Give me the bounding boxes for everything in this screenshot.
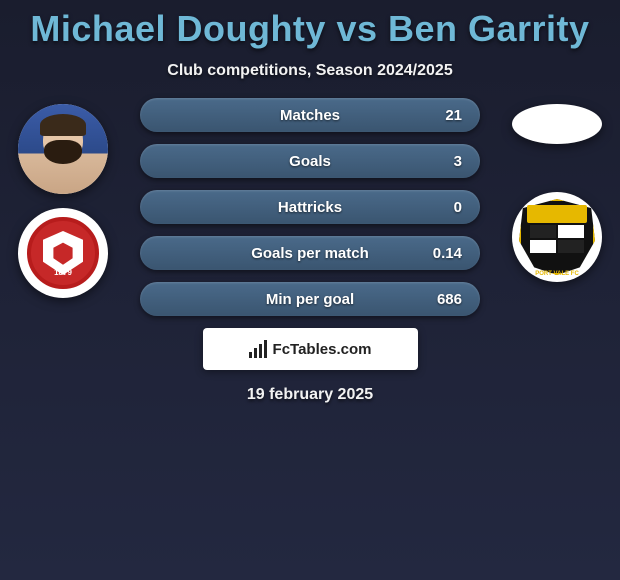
stat-value: 0 [422,199,462,216]
left-player-column: 1879 [0,98,120,298]
stat-bar-min-per-goal: Min per goal 686 [140,282,480,316]
portvale-badge-icon: PORT VALE FC [519,199,595,275]
swindon-badge-year: 1879 [54,268,72,277]
bar-chart-icon [249,340,267,358]
player-beard-icon [44,140,82,164]
portvale-top-bar-icon [527,205,588,223]
infographic-container: Michael Doughty vs Ben Garrity Club comp… [0,0,620,580]
date-text: 19 february 2025 [247,386,373,404]
stat-label: Goals per match [198,245,422,262]
player-face-icon [18,104,108,194]
stat-bar-goals-per-match: Goals per match 0.14 [140,236,480,270]
stat-label: Matches [198,107,422,124]
stat-bar-goals: Goals 3 [140,144,480,178]
portvale-cell-icon [558,225,584,238]
stat-value: 21 [422,107,462,124]
stat-value: 0.14 [422,245,462,262]
stat-bar-hattricks: Hattricks 0 [140,190,480,224]
swindon-badge-icon: 1879 [27,217,99,289]
left-player-avatar [18,104,108,194]
portvale-banner-text: PORT VALE FC [519,271,595,277]
left-club-badge: 1879 [18,208,108,298]
stat-label: Goals [198,153,422,170]
watermark-text: FcTables.com [273,341,372,358]
portvale-cell-icon [558,240,584,253]
portvale-grid-icon [530,225,585,253]
right-player-column: PORT VALE FC [500,98,620,282]
page-title: Michael Doughty vs Ben Garrity [30,8,589,50]
stat-value: 3 [422,153,462,170]
stats-column: Matches 21 Goals 3 Hattricks 0 Goals per… [120,98,500,316]
portvale-cell-icon [530,240,556,253]
subtitle: Club competitions, Season 2024/2025 [167,62,452,80]
stat-label: Min per goal [198,291,422,308]
portvale-cell-icon [530,225,556,238]
stat-bar-matches: Matches 21 [140,98,480,132]
watermark: FcTables.com [203,328,418,370]
stat-label: Hattricks [198,199,422,216]
right-player-avatar-placeholder [512,104,602,144]
main-row: 1879 Matches 21 Goals 3 Hattricks 0 [0,98,620,316]
right-club-badge: PORT VALE FC [512,192,602,282]
stat-value: 686 [422,291,462,308]
